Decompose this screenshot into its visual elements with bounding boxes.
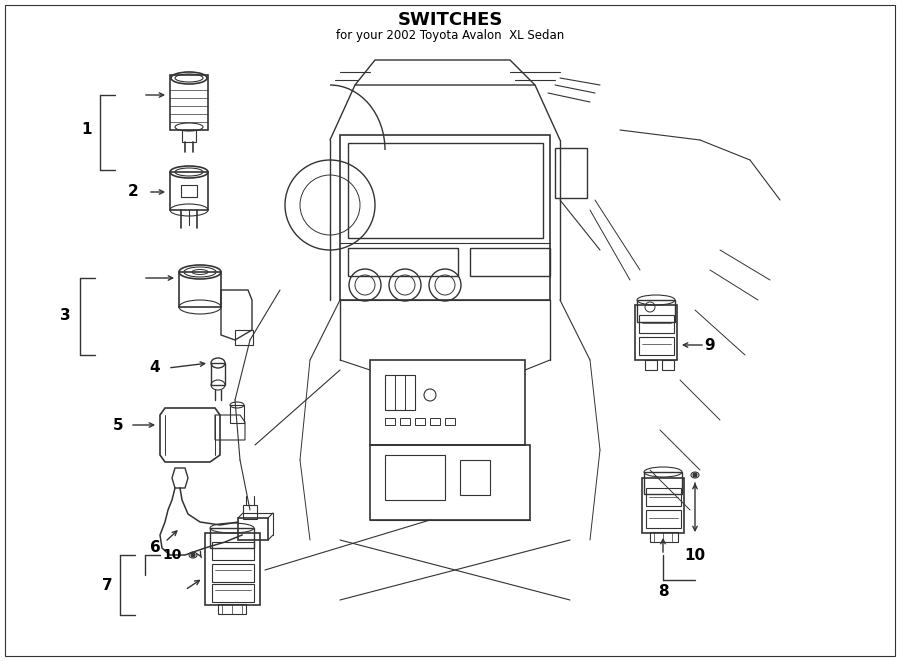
- Bar: [370, 360, 525, 445]
- Bar: [340, 135, 550, 300]
- Text: SWITCHES: SWITCHES: [397, 11, 503, 29]
- Bar: [637, 300, 675, 322]
- Text: 10: 10: [162, 548, 182, 562]
- Text: 10: 10: [684, 547, 706, 563]
- Bar: [470, 248, 550, 276]
- Text: 1: 1: [82, 122, 92, 137]
- Bar: [639, 337, 674, 355]
- Bar: [212, 542, 254, 560]
- Bar: [646, 488, 681, 506]
- Bar: [635, 305, 677, 360]
- Bar: [646, 510, 681, 528]
- Bar: [662, 360, 674, 370]
- Bar: [348, 248, 458, 276]
- Bar: [170, 172, 208, 210]
- Bar: [212, 564, 254, 582]
- Bar: [210, 528, 254, 548]
- Bar: [445, 418, 455, 425]
- Bar: [205, 533, 260, 605]
- Circle shape: [191, 553, 195, 557]
- Bar: [650, 532, 678, 542]
- Text: 6: 6: [149, 541, 160, 555]
- Bar: [639, 315, 674, 333]
- Bar: [238, 518, 268, 540]
- Text: 5: 5: [112, 418, 123, 432]
- Bar: [385, 455, 445, 500]
- Bar: [645, 360, 657, 370]
- Bar: [235, 330, 253, 345]
- Bar: [400, 418, 410, 425]
- Text: 3: 3: [59, 307, 70, 323]
- Bar: [385, 418, 395, 425]
- Bar: [212, 584, 254, 602]
- Bar: [179, 272, 221, 307]
- Bar: [230, 405, 244, 423]
- Text: 9: 9: [705, 338, 716, 352]
- Bar: [430, 418, 440, 425]
- Bar: [460, 460, 490, 495]
- Text: for your 2002 Toyota Avalon  XL Sedan: for your 2002 Toyota Avalon XL Sedan: [336, 30, 564, 42]
- Bar: [644, 472, 682, 494]
- Bar: [348, 143, 543, 238]
- Bar: [370, 445, 530, 520]
- Bar: [181, 185, 197, 197]
- Bar: [182, 130, 196, 142]
- Text: 2: 2: [128, 184, 139, 200]
- Bar: [211, 363, 225, 385]
- Bar: [555, 148, 587, 198]
- Bar: [170, 75, 208, 130]
- Bar: [415, 418, 425, 425]
- Bar: [218, 604, 246, 614]
- Text: 8: 8: [658, 584, 669, 600]
- Circle shape: [693, 473, 697, 477]
- Bar: [642, 478, 684, 533]
- Bar: [243, 505, 257, 519]
- Text: 4: 4: [149, 360, 160, 375]
- Text: 7: 7: [102, 578, 112, 592]
